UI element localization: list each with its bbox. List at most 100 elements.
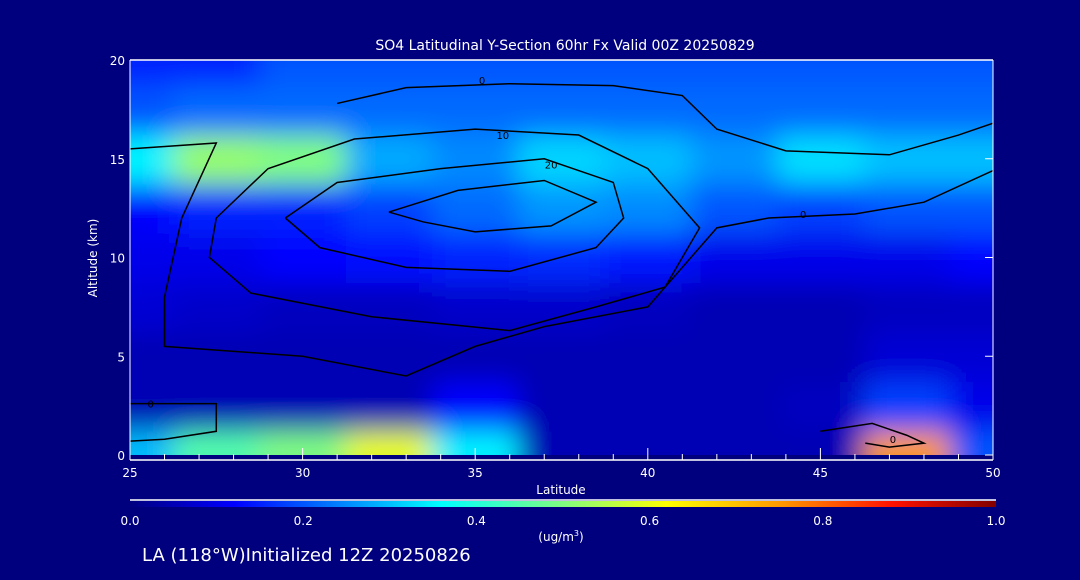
colorbar bbox=[130, 501, 996, 507]
contour-label: 0 bbox=[800, 210, 806, 221]
heatmap-cell bbox=[345, 282, 434, 333]
heatmap-cell bbox=[173, 430, 261, 455]
heatmap-cell bbox=[173, 331, 261, 382]
heatmap-cell bbox=[432, 134, 520, 185]
heatmap-cell bbox=[690, 430, 779, 455]
heatmap-cell bbox=[604, 430, 692, 455]
heatmap-cell bbox=[259, 282, 347, 333]
heatmap-cell bbox=[690, 331, 779, 382]
heatmap-cell bbox=[518, 430, 606, 455]
heatmap-cell bbox=[259, 183, 347, 234]
heatmap-cell bbox=[130, 84, 175, 136]
initialization-label: LA (118°W)Initialized 12Z 20250826 bbox=[142, 545, 471, 566]
heatmap-cell bbox=[777, 380, 865, 432]
heatmap-cell bbox=[777, 183, 865, 234]
heatmap-cell bbox=[130, 183, 175, 234]
heatmap-cell bbox=[259, 60, 347, 86]
heatmap-cell bbox=[345, 84, 434, 136]
x-tick-label: 40 bbox=[640, 466, 655, 480]
heatmap-cell bbox=[345, 331, 434, 382]
heatmap-cell bbox=[604, 380, 692, 432]
heatmap-cell bbox=[130, 331, 175, 382]
heatmap-cell bbox=[432, 84, 520, 136]
heatmap-cell bbox=[518, 331, 606, 382]
y-tick-label: 15 bbox=[110, 153, 125, 167]
axes: 25 30 35 40 45 50 0 5 10 15 20 bbox=[110, 54, 1001, 480]
heatmap-cell bbox=[863, 282, 951, 333]
heatmap-cell bbox=[432, 282, 520, 333]
heatmap-cells bbox=[130, 60, 993, 455]
heatmap-cell bbox=[863, 134, 951, 185]
contour-line bbox=[820, 422, 927, 448]
heatmap-cell bbox=[690, 134, 779, 185]
heatmap-cell bbox=[604, 331, 692, 382]
colorbar-tick-label: 0.6 bbox=[640, 514, 659, 528]
contour-line bbox=[130, 402, 218, 442]
heatmap-cell bbox=[949, 183, 993, 234]
heatmap-cell bbox=[173, 134, 261, 185]
heatmap-cell bbox=[345, 183, 434, 234]
heatmap-cell bbox=[518, 84, 606, 136]
heatmap-cell bbox=[690, 282, 779, 333]
colorbar-tick-label: 0.0 bbox=[120, 514, 139, 528]
heatmap-cell bbox=[949, 60, 993, 86]
heatmap-cell bbox=[777, 282, 865, 333]
heatmap-cell bbox=[259, 380, 347, 432]
colorbar-units: (ug/m3) bbox=[538, 529, 583, 544]
heatmap-cell bbox=[130, 60, 175, 86]
contour-line bbox=[208, 128, 701, 332]
chart-title: SO4 Latitudinal Y-Section 60hr Fx Valid … bbox=[375, 38, 754, 54]
heatmap-cell bbox=[518, 183, 606, 234]
heatmap-cell bbox=[130, 430, 175, 455]
heatmap-cell bbox=[604, 232, 692, 284]
contour-label: 20 bbox=[545, 161, 558, 172]
heatmap-cell bbox=[690, 84, 779, 136]
colorbar-ticks: 0.0 0.2 0.4 0.6 0.8 1.0 bbox=[120, 514, 1005, 528]
heatmap-cell bbox=[863, 183, 951, 234]
x-tick-label: 25 bbox=[122, 466, 137, 480]
contour-label: 0 bbox=[148, 400, 154, 411]
y-axis-label: Altitude (km) bbox=[86, 219, 100, 298]
heatmap-cell bbox=[130, 232, 175, 284]
heatmap-cell bbox=[345, 60, 434, 86]
heatmap-cell bbox=[949, 430, 993, 455]
y-tick-label: 5 bbox=[117, 350, 125, 364]
heatmap-cell bbox=[863, 430, 951, 455]
contour-label: 0 bbox=[479, 76, 485, 87]
contour-label: 10 bbox=[496, 131, 509, 142]
heatmap-cell bbox=[949, 380, 993, 432]
heatmap-cell bbox=[518, 380, 606, 432]
heatmap-cell bbox=[130, 282, 175, 333]
heatmap-cell bbox=[518, 232, 606, 284]
heatmap-cell bbox=[173, 282, 261, 333]
heatmap-cell bbox=[259, 232, 347, 284]
x-axis-label: Latitude bbox=[536, 483, 585, 497]
heatmap-cell bbox=[863, 84, 951, 136]
heatmap-cell bbox=[777, 60, 865, 86]
heatmap-cell bbox=[690, 60, 779, 86]
x-tick-label: 50 bbox=[985, 466, 1000, 480]
heatmap-cell bbox=[863, 60, 951, 86]
heatmap-cell bbox=[173, 84, 261, 136]
heatmap-cell bbox=[777, 331, 865, 382]
heatmap-cell bbox=[345, 380, 434, 432]
heatmap-cell bbox=[777, 84, 865, 136]
heatmap-cell bbox=[432, 331, 520, 382]
contour-line bbox=[336, 82, 993, 156]
colorbar-tick-label: 0.4 bbox=[467, 514, 486, 528]
heatmap-cell bbox=[690, 232, 779, 284]
heatmap-cell bbox=[432, 60, 520, 86]
heatmap-cell bbox=[604, 183, 692, 234]
heatmap-cell bbox=[345, 232, 434, 284]
heatmap-cell bbox=[345, 430, 434, 455]
heatmap-cell bbox=[345, 134, 434, 185]
heatmap-cell bbox=[432, 380, 520, 432]
heatmap-cell bbox=[604, 84, 692, 136]
colorbar-tick-label: 0.8 bbox=[813, 514, 832, 528]
colorbar-tick-label: 1.0 bbox=[986, 514, 1005, 528]
heatmap-cell bbox=[432, 232, 520, 284]
y-tick-label: 10 bbox=[110, 252, 125, 266]
x-tick-label: 35 bbox=[468, 466, 483, 480]
heatmap-cell bbox=[130, 380, 175, 432]
colorbar-tick-label: 0.2 bbox=[294, 514, 313, 528]
